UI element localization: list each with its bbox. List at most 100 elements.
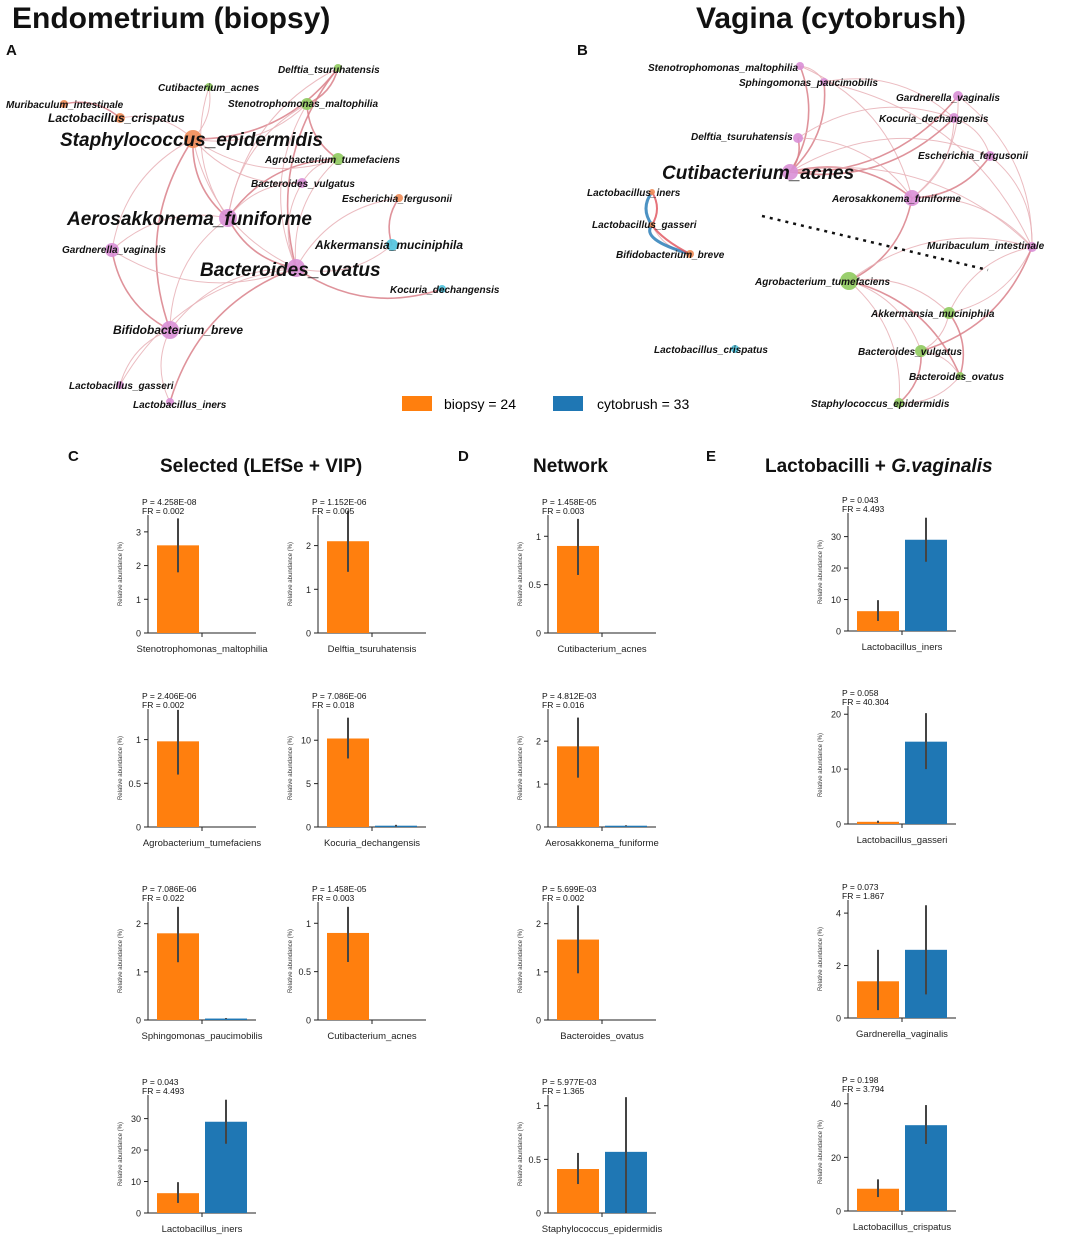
y-axis-label: Relative abundance (%) [118, 929, 124, 993]
y-tick-label: 1 [136, 595, 141, 605]
network-b-node [793, 133, 803, 143]
network-b-edge-red [651, 191, 658, 226]
network-b-edge [797, 137, 913, 199]
network-a-edge [169, 267, 297, 403]
p-value-text: P = 0.198 [842, 1075, 879, 1085]
bar-chart-c: 0 0.5 1 Cutibacterium_acnes Relative abundan… [288, 884, 426, 1042]
bar-chart-d: 0 1 2 Aerosakkonema_funiforme Relative abund… [518, 691, 659, 849]
bar-chart-e: 0 2 4 Gardnerella_vaginalis Relative abundan… [818, 882, 956, 1040]
network-a-node [386, 239, 398, 251]
x-axis-label: Lactobacillus_iners [862, 642, 943, 653]
y-axis-label: Relative abundance (%) [518, 736, 524, 800]
network-a-node [116, 381, 124, 389]
network-b-node [820, 78, 828, 86]
network-b-node [686, 250, 694, 258]
network-b-edge [948, 312, 965, 377]
y-tick-label: 1 [136, 967, 141, 977]
network-b-node [949, 113, 959, 123]
network-b-edge [848, 280, 922, 352]
network-b-edge-red [651, 224, 691, 255]
fr-value-text: FR = 0.002 [142, 700, 185, 710]
network-a-edge [306, 103, 339, 160]
network-b-edge [789, 137, 991, 173]
network-a-edge [169, 267, 297, 331]
y-axis-label: Relative abundance (%) [118, 542, 124, 606]
p-value-text: P = 1.152E-06 [312, 497, 367, 507]
network-b-node-label: Bacteroides_ovatus [909, 372, 1004, 383]
x-axis-label: Staphylococcus_epidermidis [542, 1224, 663, 1235]
fr-value-text: FR = 3.794 [842, 1084, 885, 1094]
y-tick-label: 0 [536, 1209, 541, 1219]
network-a-node [205, 83, 213, 91]
network-b-node-label: Lactobacillus_crispatus [654, 345, 768, 356]
y-tick-label: 20 [831, 1153, 841, 1163]
y-axis-label: Relative abundance (%) [118, 736, 124, 800]
p-value-text: P = 0.073 [842, 882, 879, 892]
network-a-node-label: Lactobacillus_crispatus [48, 111, 185, 125]
panel-d-letter: D [458, 448, 469, 465]
bar-chart-e: 0 10 20 30 Lactobacillus_iners Relative abund… [818, 495, 956, 653]
y-tick-label: 2 [136, 919, 141, 929]
network-a-edge [287, 182, 303, 269]
network-a-node-label: Akkermansia_muciniphila [314, 238, 463, 252]
p-value-text: P = 5.977E-03 [542, 1077, 597, 1087]
network-b-edge [789, 167, 1033, 248]
y-axis-label: Relative abundance (%) [118, 1122, 124, 1186]
network-a-node-label: Stenotrophomonas_maltophilia [228, 99, 378, 110]
network-a-edge [111, 214, 229, 251]
network-b-edge [848, 280, 900, 404]
network-b-edge [911, 197, 1033, 248]
network-b-edge [823, 81, 1033, 248]
panel-e-title: Lactobacilli + G.vaginalis [765, 456, 993, 478]
network-b-edges [644, 65, 1033, 404]
y-tick-label: 0 [836, 820, 841, 830]
network-b-node [796, 62, 804, 70]
fr-value-text: FR = 4.493 [142, 1086, 185, 1096]
y-tick-label: 2 [536, 919, 541, 929]
legend-swatch-cytobrush [553, 396, 583, 411]
y-tick-label: 1 [536, 967, 541, 977]
network-b-node [649, 189, 655, 195]
network-a-node-label: Aerosakkonema_funiforme [66, 209, 312, 230]
network-b-edge [948, 246, 1033, 314]
y-tick-label: 2 [136, 561, 141, 571]
network-b-edge [911, 117, 955, 199]
network-a-node [287, 259, 305, 277]
network-a-edge [286, 67, 339, 269]
y-tick-label: 0 [536, 1016, 541, 1026]
network-a-edge [119, 267, 297, 386]
p-value-text: P = 1.458E-05 [542, 497, 597, 507]
network-a-node [161, 321, 179, 339]
y-tick-label: 20 [831, 710, 841, 720]
bar-chart-c: 0 5 10 Kocuria_dechangensis Relative abundan… [288, 691, 426, 849]
panel-c-letter: C [68, 448, 79, 465]
network-b-node [956, 372, 964, 380]
x-axis-label: Gardnerella_vaginalis [856, 1029, 948, 1040]
network-b-node-label: Muribaculum_intestinale [927, 241, 1045, 252]
network-a-node [105, 243, 119, 257]
y-tick-label: 0 [306, 823, 311, 833]
y-tick-label: 1 [136, 735, 141, 745]
network-a-node-label: Kocuria_dechangensis [390, 285, 500, 296]
y-tick-label: 0 [136, 629, 141, 639]
network-a-edge [227, 67, 339, 219]
network-a-edge [111, 138, 194, 251]
network-b-edge [848, 278, 950, 314]
network-a-node-label: Bifidobacterium_breve [113, 323, 243, 337]
network-a-edge [111, 249, 171, 331]
p-value-text: P = 4.812E-03 [542, 691, 597, 701]
bar-chart-d: 0 0.5 1 Cutibacterium_acnes Relative abundan… [518, 497, 656, 655]
y-tick-label: 1 [536, 780, 541, 790]
network-a-node [297, 178, 307, 188]
x-axis-label: Lactobacillus_gasseri [857, 835, 948, 846]
network-b-edge [789, 117, 955, 176]
y-tick-label: 30 [831, 532, 841, 542]
network-b-node [894, 398, 904, 408]
bar-chart-c: 0 1 2 Sphingomonas_paucimobilis Relative abu… [118, 884, 263, 1042]
y-tick-label: 5 [306, 779, 311, 789]
y-tick-label: 2 [306, 541, 311, 551]
p-value-text: P = 7.086E-06 [312, 691, 367, 701]
bar-chart-c: 0 10 20 30 Lactobacillus_iners Relative abund… [118, 1077, 256, 1235]
network-a-node-label: Gardnerella_vaginalis [62, 245, 166, 256]
